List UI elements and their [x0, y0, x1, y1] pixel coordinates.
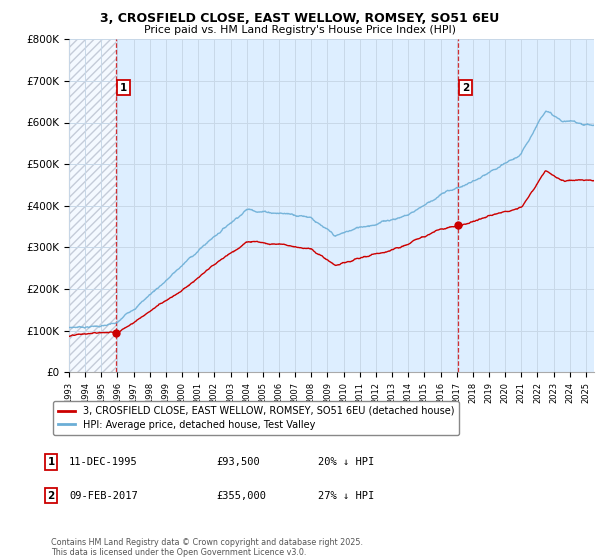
Legend: 3, CROSFIELD CLOSE, EAST WELLOW, ROMSEY, SO51 6EU (detached house), HPI: Average: 3, CROSFIELD CLOSE, EAST WELLOW, ROMSEY,… — [53, 401, 460, 435]
Text: 1: 1 — [120, 82, 127, 92]
Text: 2: 2 — [47, 491, 55, 501]
Text: 20% ↓ HPI: 20% ↓ HPI — [318, 457, 374, 467]
Text: 3, CROSFIELD CLOSE, EAST WELLOW, ROMSEY, SO51 6EU: 3, CROSFIELD CLOSE, EAST WELLOW, ROMSEY,… — [100, 12, 500, 25]
Text: 09-FEB-2017: 09-FEB-2017 — [69, 491, 138, 501]
Text: 2: 2 — [461, 82, 469, 92]
Text: £93,500: £93,500 — [216, 457, 260, 467]
Text: 11-DEC-1995: 11-DEC-1995 — [69, 457, 138, 467]
Text: £355,000: £355,000 — [216, 491, 266, 501]
Text: Price paid vs. HM Land Registry's House Price Index (HPI): Price paid vs. HM Land Registry's House … — [144, 25, 456, 35]
Text: 27% ↓ HPI: 27% ↓ HPI — [318, 491, 374, 501]
Text: Contains HM Land Registry data © Crown copyright and database right 2025.
This d: Contains HM Land Registry data © Crown c… — [51, 538, 363, 557]
Text: 1: 1 — [47, 457, 55, 467]
Bar — [69, 39, 116, 372]
